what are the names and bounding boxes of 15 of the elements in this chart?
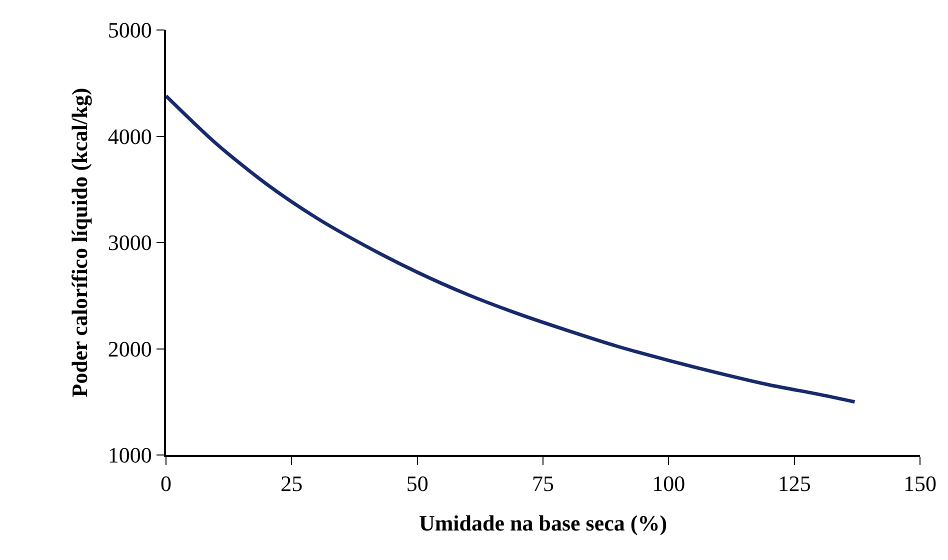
y-axis-title: Poder calorífico líquido (kcal/kg) <box>67 88 92 398</box>
x-axis-title: Umidade na base seca (%) <box>418 510 668 536</box>
y-tick-label: 2000 <box>108 336 152 362</box>
y-tick-label: 1000 <box>108 442 152 468</box>
line-series <box>166 94 856 404</box>
x-tick-label: 125 <box>778 471 811 496</box>
x-tick-label: 50 <box>406 471 428 496</box>
y-tick-label: 3000 <box>108 230 152 256</box>
x-tick-label: 0 <box>160 471 172 496</box>
x-tick-label: 100 <box>652 471 686 496</box>
y-tick-label: 4000 <box>108 124 152 149</box>
x-tick-label: 75 <box>532 471 554 496</box>
x-tick-label: 150 <box>904 471 936 496</box>
x-tick-label: 25 <box>280 471 303 496</box>
y-tick-label: 5000 <box>108 18 152 43</box>
